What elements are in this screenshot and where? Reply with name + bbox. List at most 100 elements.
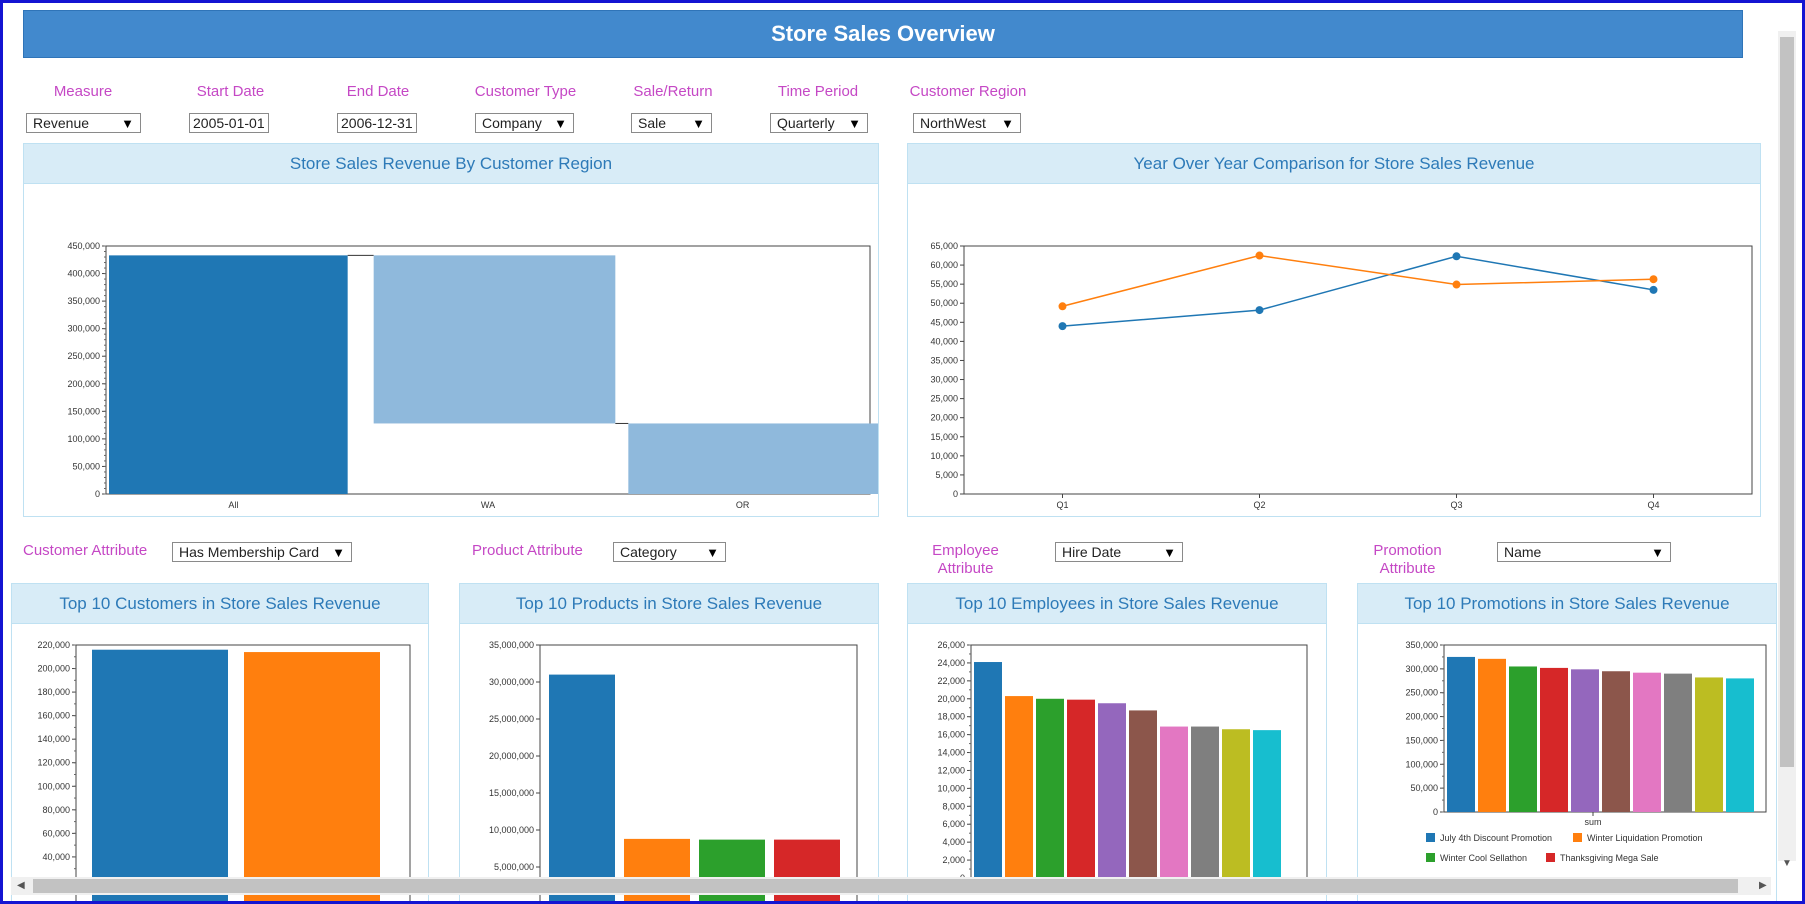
y-tick-label: 150,000	[67, 406, 100, 416]
region-chart: 0 50,000 100,000 150,000 200,000 250,000 300,0…	[67, 241, 878, 510]
y-tick-label: 15,000	[930, 432, 958, 442]
page-title: Store Sales Overview	[23, 10, 1743, 58]
y-tick-label: 0	[95, 489, 100, 499]
customer-type-select[interactable]: Company ▼	[475, 113, 574, 133]
y-tick-label: 80,000	[42, 805, 70, 815]
measure-value: Revenue	[33, 115, 90, 131]
bar	[1447, 656, 1475, 812]
x-tick-label: Q1	[1056, 500, 1068, 510]
start-date-label: Start Date	[196, 83, 265, 100]
bar	[1005, 696, 1033, 878]
bar	[244, 652, 380, 901]
y-tick-label: 350,000	[67, 296, 100, 306]
customer-region-label: Customer Region	[909, 83, 1027, 100]
employee-attribute-label-line1: Employee	[932, 542, 999, 559]
y-tick-label: 100,000	[67, 434, 100, 444]
y-tick-label: 10,000,000	[489, 825, 534, 835]
data-point	[1255, 251, 1264, 260]
bar	[1478, 658, 1506, 812]
customers-chart: 20,00040,00060,00080,000100,000120,00014…	[37, 640, 411, 901]
region-chart-title: Store Sales Revenue By Customer Region	[24, 144, 878, 184]
measure-select[interactable]: Revenue ▼	[26, 113, 141, 133]
y-tick-label: 20,000	[937, 694, 965, 704]
vertical-scroll-thumb[interactable]	[1780, 37, 1794, 767]
yoy-chart-panel: Year Over Year Comparison for Store Sale…	[907, 143, 1761, 517]
y-tick-label: 55,000	[930, 279, 958, 289]
y-tick-label: 24,000	[937, 658, 965, 668]
legend-swatch	[1573, 833, 1582, 842]
x-tick-label: OR	[736, 500, 750, 510]
y-tick-label: 120,000	[37, 758, 70, 768]
y-tick-label: 25,000	[930, 394, 958, 404]
promotion-attribute-value: Name	[1504, 544, 1542, 560]
y-tick-label: 6,000	[942, 819, 965, 829]
promotion-attribute-select[interactable]: Name ▼	[1497, 542, 1671, 562]
time-period-select[interactable]: Quarterly ▼	[770, 113, 868, 133]
x-tick-label: Q3	[1450, 500, 1462, 510]
y-tick-label: 350,000	[1405, 640, 1438, 650]
data-point	[1452, 252, 1461, 261]
caret-down-icon: ▼	[554, 115, 567, 131]
bar	[1222, 729, 1250, 878]
bar	[974, 662, 1002, 878]
time-period-label: Time Period	[777, 83, 859, 100]
sale-return-value: Sale	[638, 115, 667, 131]
y-tick-label: 300,000	[67, 324, 100, 334]
bar	[1253, 730, 1281, 878]
y-tick-label: 220,000	[37, 640, 70, 650]
bar	[1191, 726, 1219, 878]
bar	[1160, 726, 1188, 878]
legend-label: Thanksgiving Mega Sale	[1560, 853, 1659, 863]
x-tick-label: Q2	[1253, 500, 1265, 510]
yoy-chart: 0 5,000 10,000 15,000 20,000 25,000 30,000 35,0…	[930, 241, 1753, 510]
y-tick-label: 100,000	[37, 781, 70, 791]
y-tick-label: 5,000	[935, 470, 958, 480]
employee-attribute-value: Hire Date	[1062, 544, 1122, 560]
customer-attribute-select[interactable]: Has Membership Card ▼	[172, 542, 352, 562]
sale-return-select[interactable]: Sale ▼	[631, 113, 712, 133]
customer-region-select[interactable]: NorthWest ▼	[913, 113, 1021, 133]
y-tick-label: 18,000	[937, 712, 965, 722]
y-tick-label: 50,000	[930, 298, 958, 308]
plot-frame	[105, 245, 871, 495]
y-tick-label: 22,000	[937, 676, 965, 686]
y-tick-label: 0	[953, 489, 958, 499]
horizontal-scroll-thumb[interactable]	[33, 879, 1738, 893]
bar	[1602, 671, 1630, 812]
scroll-right-icon[interactable]: ▶	[1759, 880, 1767, 891]
end-date-input[interactable]: 2006-12-31	[337, 113, 417, 133]
plot-frame	[963, 245, 1753, 495]
y-tick-label: 30,000,000	[489, 677, 534, 687]
legend-label: Winter Liquidation Promotion	[1587, 833, 1703, 843]
plot-frame	[539, 644, 858, 901]
y-tick-label: 5,000,000	[494, 862, 534, 872]
x-tick-label: All	[228, 500, 238, 510]
bar	[1664, 673, 1692, 812]
y-tick-label: 25,000,000	[489, 714, 534, 724]
product-attribute-label: Product Attribute	[472, 542, 583, 559]
bar	[1633, 672, 1661, 812]
product-attribute-value: Category	[620, 544, 677, 560]
caret-down-icon: ▼	[332, 544, 345, 560]
customer-attribute-value: Has Membership Card	[179, 544, 320, 560]
bar	[1540, 667, 1568, 812]
customers-chart-title: Top 10 Customers in Store Sales Revenue	[12, 584, 428, 624]
bar	[628, 423, 878, 494]
caret-down-icon: ▼	[1001, 115, 1014, 131]
y-tick-label: 45,000	[930, 317, 958, 327]
product-attribute-select[interactable]: Category ▼	[613, 542, 726, 562]
caret-down-icon: ▼	[692, 115, 705, 131]
data-point	[1452, 280, 1461, 289]
customers-chart-panel: Top 10 Customers in Store Sales Revenue …	[11, 583, 429, 901]
start-date-input[interactable]: 2005-01-01	[189, 113, 269, 133]
scroll-left-icon[interactable]: ◀	[17, 880, 25, 891]
y-tick-label: 35,000,000	[489, 640, 534, 650]
y-tick-label: 35,000	[930, 355, 958, 365]
bar	[1098, 703, 1126, 878]
y-tick-label: 200,000	[1405, 712, 1438, 722]
scroll-down-icon[interactable]: ▼	[1782, 858, 1792, 869]
employee-attribute-select[interactable]: Hire Date ▼	[1055, 542, 1183, 562]
y-tick-label: 8,000	[942, 801, 965, 811]
legend-swatch	[1426, 853, 1435, 862]
